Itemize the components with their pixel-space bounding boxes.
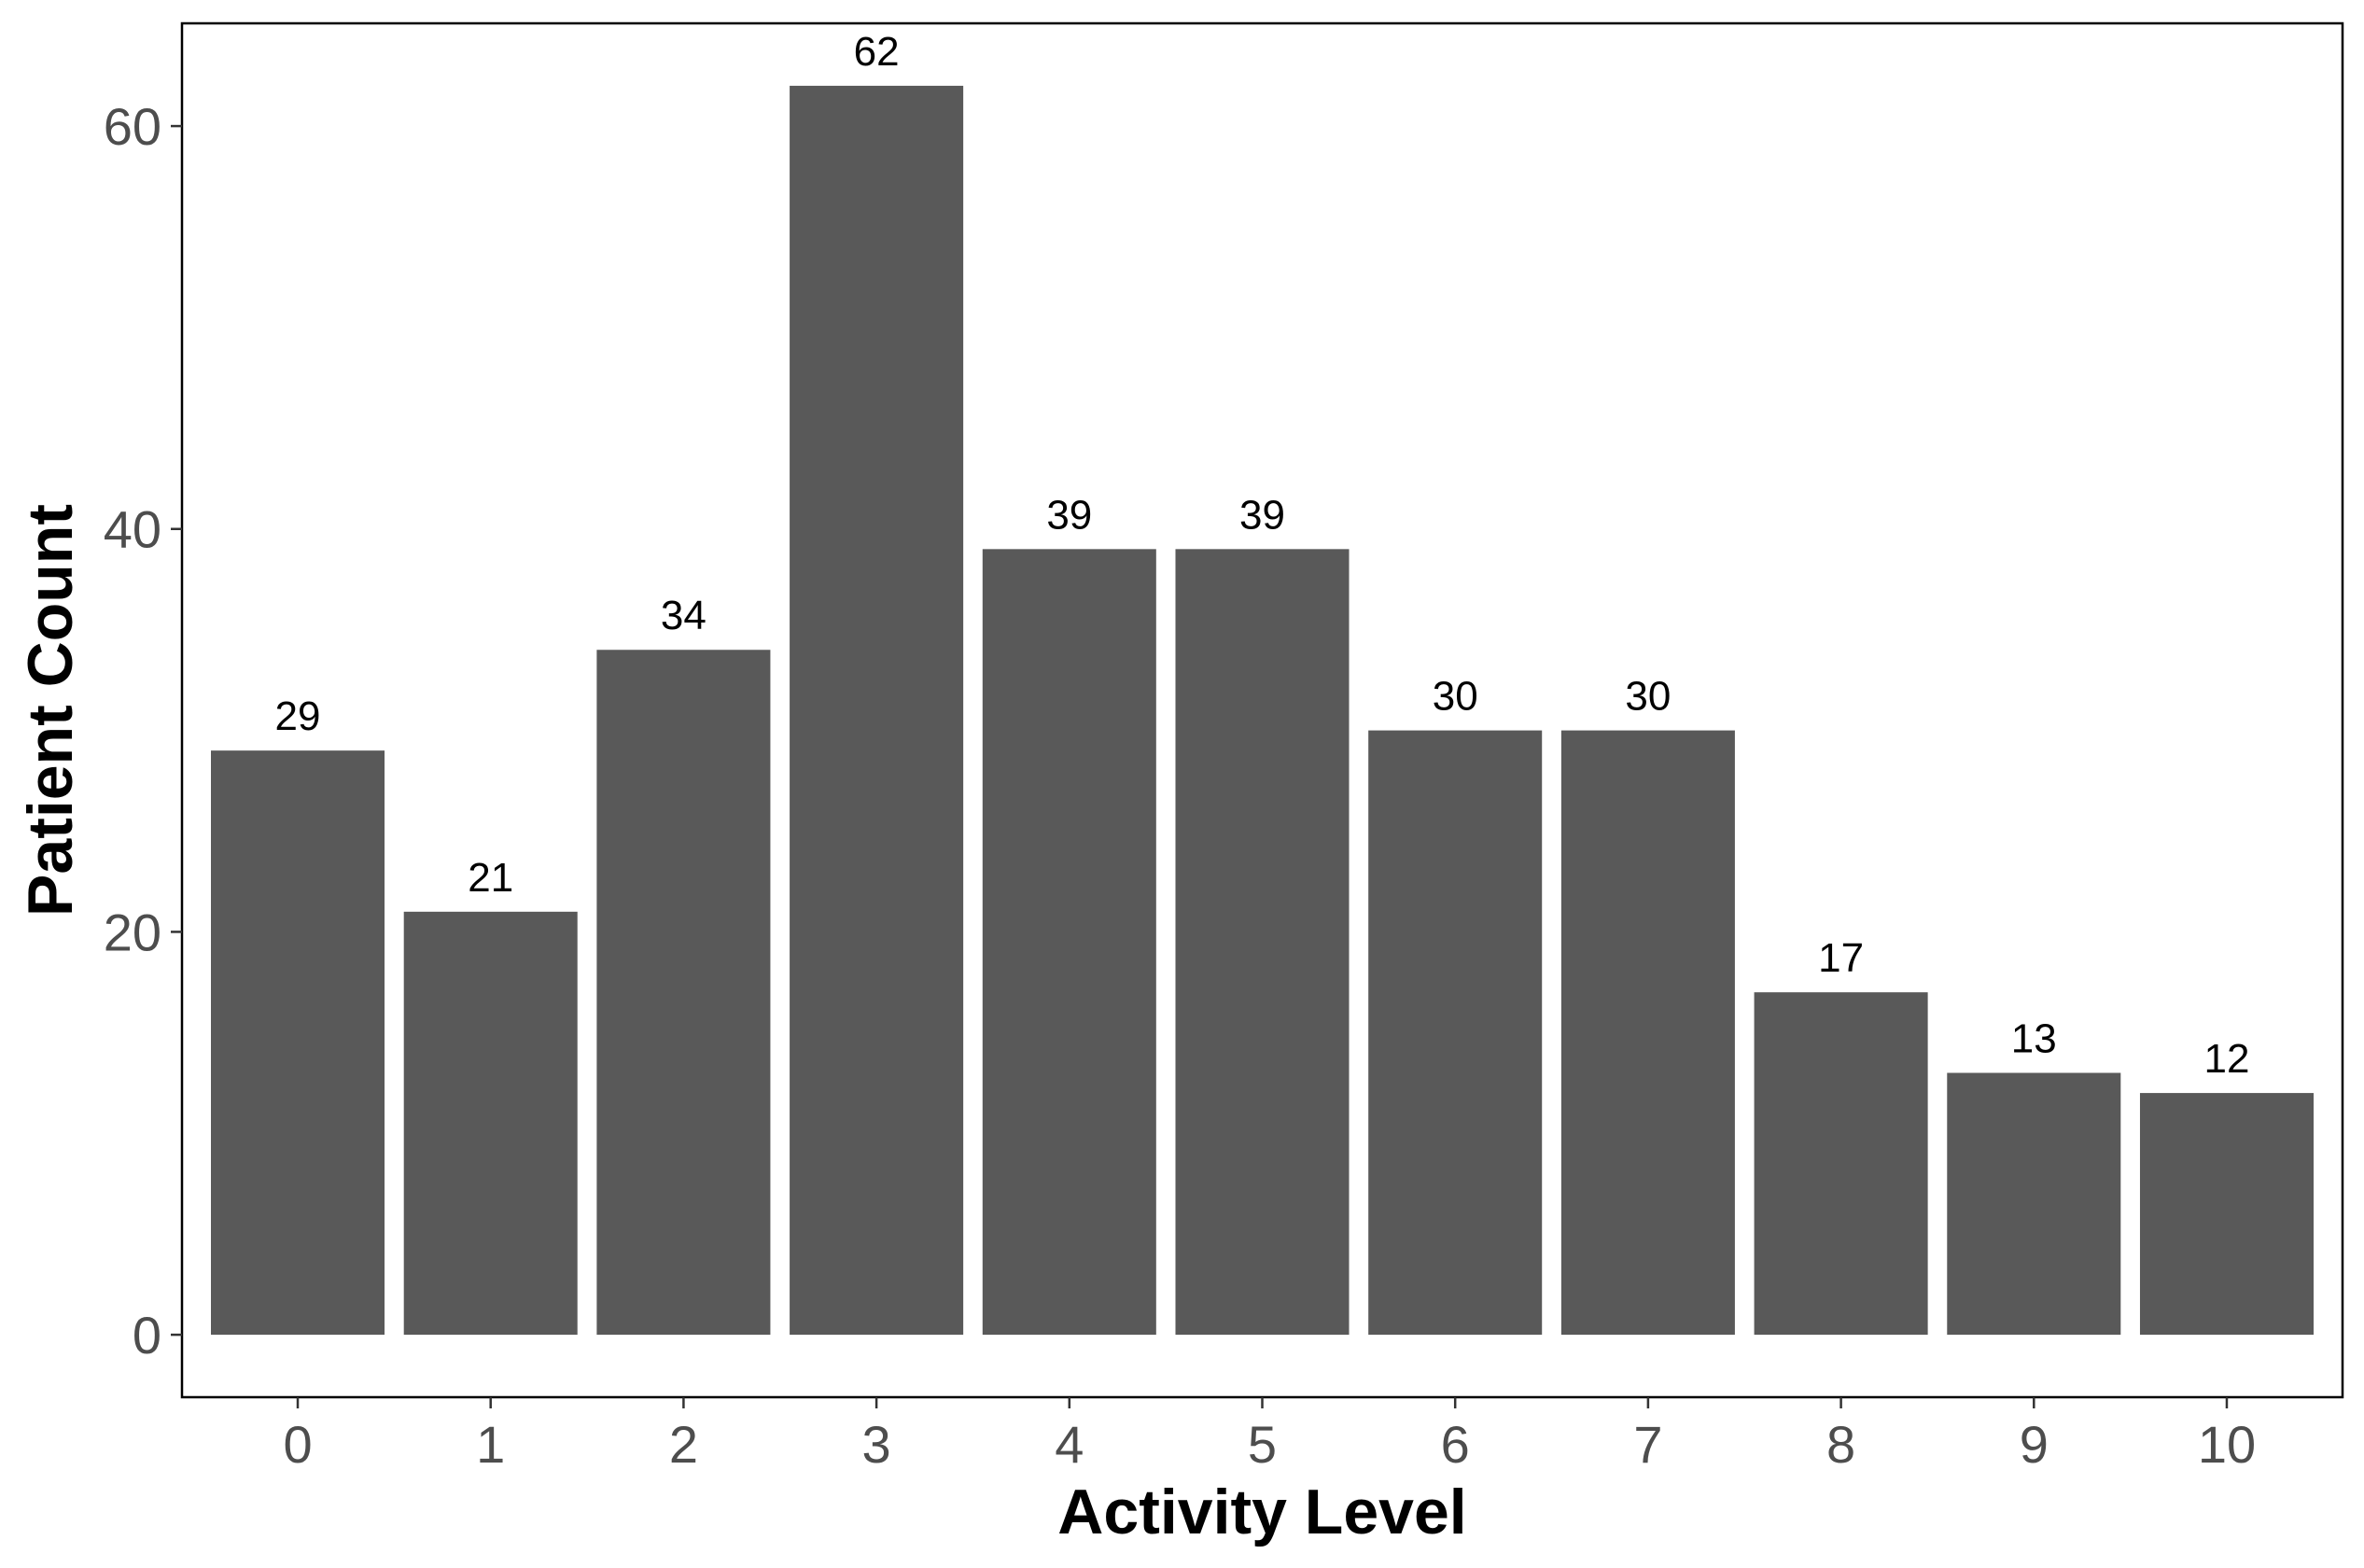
x-tick-label: 4 bbox=[1055, 1415, 1084, 1474]
x-tick-label: 7 bbox=[1633, 1415, 1662, 1474]
x-tick-label: 9 bbox=[2020, 1415, 2049, 1474]
data-label-6: 30 bbox=[1433, 674, 1478, 720]
data-label-4: 39 bbox=[1046, 492, 1092, 538]
bar-9 bbox=[1947, 1072, 2121, 1336]
x-tick-label: 6 bbox=[1441, 1415, 1470, 1474]
x-axis: 0 1 2 3 4 5 6 7 8 9 10 bbox=[283, 1397, 2256, 1474]
bars-group bbox=[211, 85, 2314, 1336]
bar-8 bbox=[1754, 992, 1928, 1336]
bar-5 bbox=[1175, 549, 1350, 1336]
y-tick-label: 20 bbox=[104, 903, 161, 961]
x-tick-label: 5 bbox=[1248, 1415, 1277, 1474]
bar-6 bbox=[1368, 730, 1543, 1336]
bar-7 bbox=[1560, 730, 1735, 1336]
bar-0 bbox=[211, 750, 385, 1336]
x-tick-label: 10 bbox=[2198, 1415, 2256, 1474]
y-axis-title: Patient Count bbox=[15, 504, 86, 917]
x-tick-label: 0 bbox=[283, 1415, 312, 1474]
data-label-10: 12 bbox=[2204, 1036, 2250, 1082]
x-axis-title: Activity Level bbox=[1057, 1477, 1466, 1547]
bar-4 bbox=[982, 549, 1156, 1336]
data-label-5: 39 bbox=[1239, 492, 1285, 538]
y-tick-label: 60 bbox=[104, 97, 161, 156]
data-label-0: 29 bbox=[275, 693, 321, 739]
bar-2 bbox=[596, 650, 771, 1336]
y-axis: 0 20 40 60 bbox=[104, 97, 182, 1365]
data-label-9: 13 bbox=[2011, 1016, 2057, 1062]
data-label-8: 17 bbox=[1818, 935, 1864, 981]
bar-10 bbox=[2139, 1093, 2314, 1336]
data-label-2: 34 bbox=[661, 593, 706, 638]
x-tick-label: 3 bbox=[862, 1415, 891, 1474]
bar-3 bbox=[790, 85, 964, 1336]
x-tick-label: 1 bbox=[476, 1415, 505, 1474]
x-tick-label: 2 bbox=[669, 1415, 698, 1474]
data-labels-group: 29 21 34 62 39 39 30 30 17 13 12 bbox=[275, 29, 2250, 1082]
bar-1 bbox=[403, 911, 578, 1336]
y-tick-label: 40 bbox=[104, 500, 161, 559]
data-label-3: 62 bbox=[854, 29, 900, 75]
y-tick-label: 0 bbox=[133, 1306, 161, 1365]
data-label-1: 21 bbox=[468, 855, 513, 901]
data-label-7: 30 bbox=[1625, 674, 1671, 720]
x-tick-label: 8 bbox=[1826, 1415, 1855, 1474]
